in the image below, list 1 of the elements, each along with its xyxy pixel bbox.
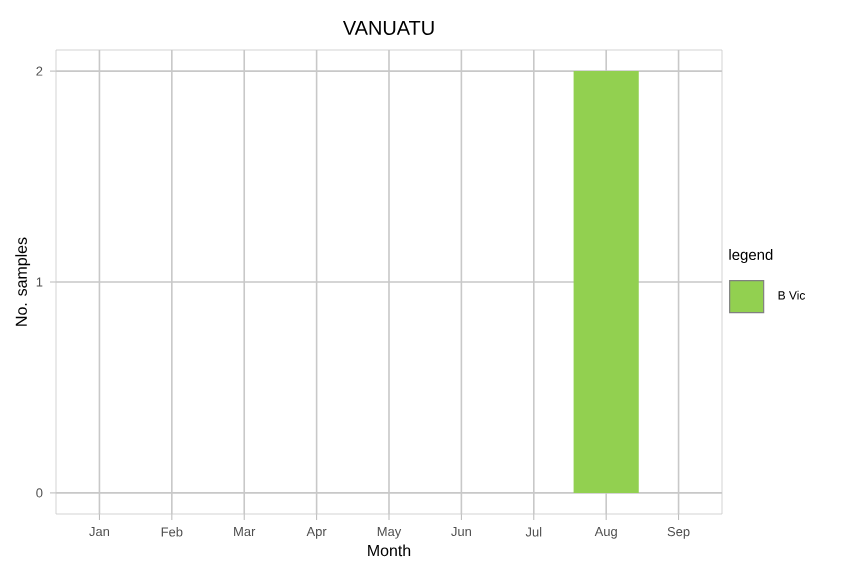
chart-title: VANUATU [342,21,434,35]
